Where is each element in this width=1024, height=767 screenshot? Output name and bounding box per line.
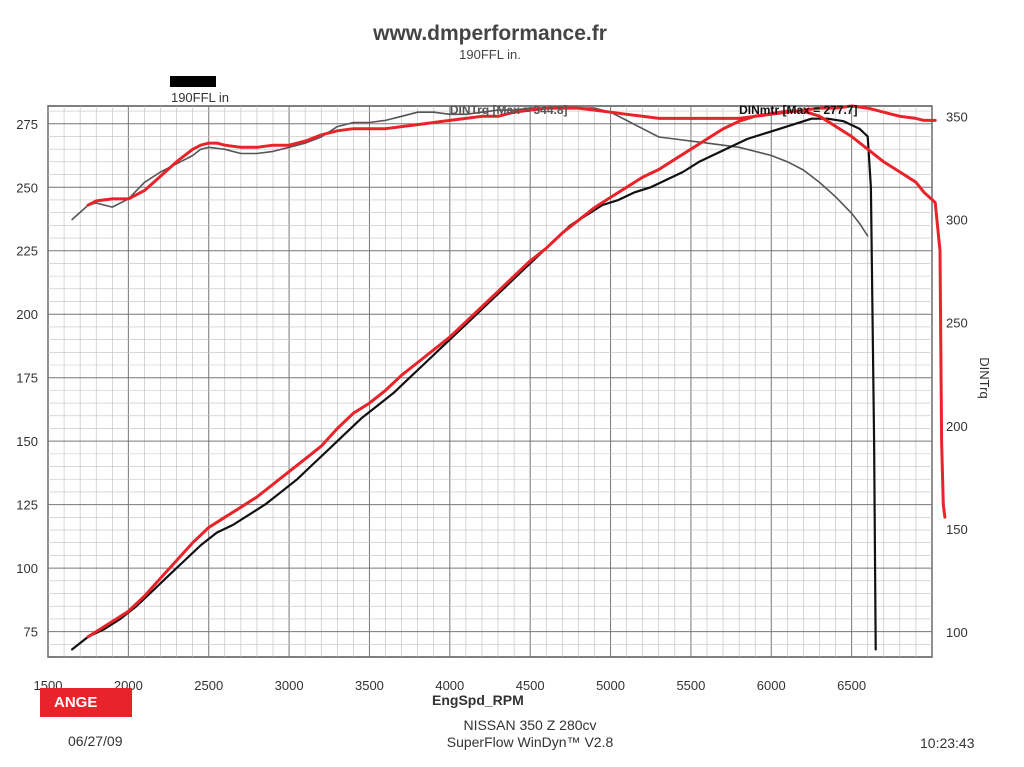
y-left-tick-label: 200 — [16, 307, 38, 322]
y-right-axis-label: DINTrq — [977, 357, 992, 398]
series-line-3 — [86, 104, 937, 207]
x-tick-label: 2500 — [194, 678, 223, 693]
axis-layer: 1500 2000 2500 3000 3500 4000 4500 5000 5500 6000… — [16, 109, 992, 693]
y-left-tick-label: 75 — [24, 625, 38, 640]
x-axis-label: EngSpd_RPM — [432, 692, 524, 708]
series-layer — [70, 104, 947, 651]
x-tick-label: 6000 — [757, 678, 786, 693]
software-label: SuperFlow WinDyn™ V2.8 — [446, 734, 614, 750]
site-title: www.dmperformance.fr — [373, 22, 607, 45]
series-line-2 — [86, 109, 947, 639]
legend-label: 190FFL in — [170, 90, 230, 105]
run-date: 06/27/09 — [68, 733, 123, 749]
y-left-tick-label: 150 — [16, 434, 38, 449]
y-right-tick-label: 200 — [946, 419, 968, 434]
x-tick-label: 4500 — [516, 678, 545, 693]
annotation-1: DINmtr [Max = 277.7] — [739, 103, 857, 117]
y-left-tick-label: 125 — [16, 498, 38, 513]
x-tick-label: 5500 — [676, 678, 705, 693]
y-right-tick-label: 100 — [946, 625, 968, 640]
chart-subtitle: 190FFL in. — [459, 47, 521, 62]
y-left-tick-label: 225 — [16, 244, 38, 259]
y-right-tick-label: 250 — [946, 316, 968, 331]
y-left-tick-label: 175 — [16, 371, 38, 386]
series-line-1 — [70, 117, 877, 651]
x-tick-label: 4000 — [435, 678, 464, 693]
series-line-0 — [71, 107, 869, 237]
grid-layer — [47, 105, 933, 658]
run-time: 10:23:43 — [920, 735, 975, 751]
y-left-tick-label: 275 — [16, 117, 38, 132]
legend-swatch — [170, 76, 216, 87]
annotation-layer: DINTrq [Max = 344.8] DINmtr [Max = 277.7] — [450, 103, 858, 117]
x-tick-label: 3000 — [275, 678, 304, 693]
y-left-tick-label: 100 — [16, 561, 38, 576]
plot-frame — [47, 105, 933, 658]
x-tick-label: 3500 — [355, 678, 384, 693]
car-label: NISSAN 350 Z 280cv — [463, 717, 597, 733]
x-tick-label: 6500 — [837, 678, 866, 693]
y-right-tick-label: 150 — [946, 522, 968, 537]
y-left-tick-label: 250 — [16, 180, 38, 195]
x-tick-label: 5000 — [596, 678, 625, 693]
annotation-0: DINTrq [Max = 344.8] — [450, 103, 568, 117]
y-right-tick-label: 350 — [946, 109, 968, 124]
ange-badge: ANGE — [40, 688, 132, 717]
y-right-tick-label: 300 — [946, 213, 968, 228]
